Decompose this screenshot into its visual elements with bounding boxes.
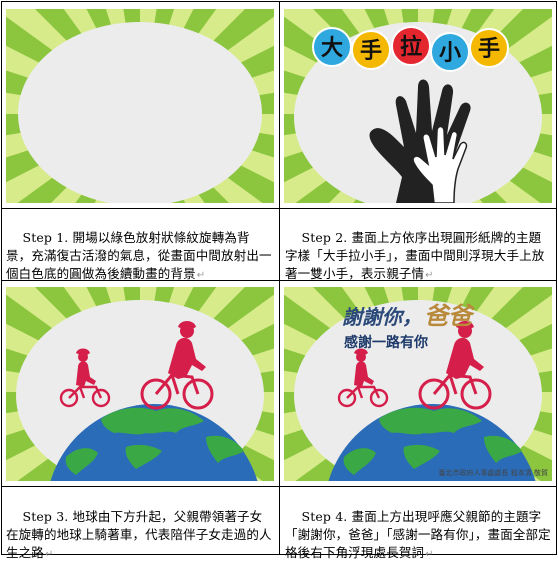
paragraph-mark-icon: ↵ (196, 270, 206, 281)
subheadline: 感謝一路有你 (344, 334, 428, 351)
headline-dad: 爸爸 (424, 301, 475, 330)
frame-step1 (6, 9, 274, 203)
title-circles: 大 手 拉 小 手 (312, 26, 509, 72)
caption-step4-text: Step 4. 畫面上方出現呼應父親節的主題字「謝謝你，爸爸」「感謝一路有你」，… (285, 509, 551, 560)
white-center-circle (18, 22, 262, 203)
grid-line-row2-image-bottom (1, 486, 557, 487)
caption-step2-text: Step 2. 畫面上方依序出現圓形紙牌的主題字樣「大手拉小手」，畫面中間則浮現… (285, 230, 545, 281)
frame-step2: 大 手 拉 小 手 (284, 9, 552, 203)
child-cyclist-icon (59, 348, 111, 408)
caption-step1-text: Step 1. 開場以綠色放射狀條紋旋轉為背景，充滿復古活潑的氣息，從畫面中間放… (6, 230, 272, 281)
paragraph-mark-icon: ↵ (425, 270, 434, 281)
headline-thank-you: 謝謝你， (342, 305, 422, 329)
grid-line-left (1, 1, 2, 554)
title-char-5: 手 (478, 37, 500, 62)
grid-line-top (1, 1, 557, 2)
grid-line-row1-image-bottom (1, 208, 557, 209)
grid-line-row1-bottom (1, 280, 557, 281)
title-char-3: 拉 (400, 34, 422, 60)
title-char-1: 大 (321, 36, 343, 61)
grid-line-middle (279, 1, 280, 554)
title-char-4: 小 (439, 41, 461, 66)
frame-step4-art: 謝謝你， 爸爸 感謝一路有你 臺北市政府人事處處長 程本清 敬賀 (284, 287, 552, 481)
title-circle-3: 拉 (391, 26, 431, 66)
globe (50, 404, 258, 481)
title-char-2: 手 (360, 39, 382, 64)
frame-step3-art (6, 287, 274, 481)
child-cyclist-icon (337, 348, 389, 408)
storyboard-sheet: Step 1. 開場以綠色放射狀條紋旋轉為背景，充滿復古活潑的氣息，從畫面中間放… (1, 1, 557, 560)
title-circle-5: 手 (469, 28, 509, 68)
caption-step1: Step 1. 開場以綠色放射狀條紋旋轉為背景，充滿復古活潑的氣息，從畫面中間放… (6, 211, 274, 303)
frame-step1-art (6, 9, 274, 203)
title-circle-2: 手 (351, 30, 391, 70)
frame-step4: 謝謝你， 爸爸 感謝一路有你 臺北市政府人事處處長 程本清 敬賀 (284, 287, 552, 481)
small-hand-icon (412, 125, 468, 203)
father-cyclist-icon (140, 321, 214, 410)
globe (328, 404, 536, 481)
father-cyclist-icon (418, 321, 492, 410)
frame-step3 (6, 287, 274, 481)
title-circle-1: 大 (312, 27, 352, 67)
grid-line-right (556, 1, 557, 554)
director-credit: 臺北市政府人事處處長 程本清 敬賀 (439, 468, 548, 477)
frame-step2-art: 大 手 拉 小 手 (284, 9, 552, 203)
caption-step2: Step 2. 畫面上方依序出現圓形紙牌的主題字樣「大手拉小手」，畫面中間則浮現… (285, 211, 553, 303)
caption-step4: Step 4. 畫面上方出現呼應父親節的主題字「謝謝你，爸爸」「感謝一路有你」，… (285, 490, 553, 582)
caption-step3: Step 3. 地球由下方升起，父親帶領著子女在旋轉的地球上騎著車，代表陪伴子女… (6, 490, 274, 582)
title-circle-4: 小 (430, 32, 470, 72)
